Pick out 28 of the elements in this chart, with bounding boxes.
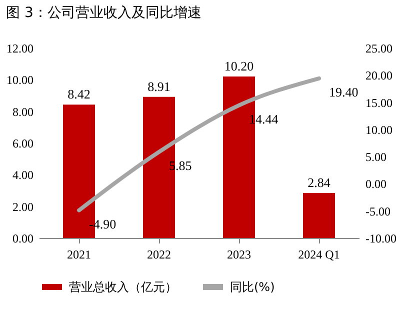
y2-tick-label: -10.00 <box>366 232 396 246</box>
data-label: 19.40 <box>329 84 358 100</box>
y2-tick-label: 25.00 <box>366 42 392 56</box>
data-label: 2.84 <box>308 175 331 190</box>
y2-tick-label: 20.00 <box>366 68 392 83</box>
y2-tick-label: -5.00 <box>366 204 390 218</box>
data-label: 8.42 <box>68 86 90 102</box>
y2-tick-label: 0.00 <box>366 177 386 192</box>
y2-tick-label: 5.00 <box>366 150 386 164</box>
data-label: 10.20 <box>224 58 254 74</box>
chart-title: 图 3：公司营业收入及同比增速 <box>6 5 202 21</box>
x-tick-label: 2021 <box>67 248 91 262</box>
y-tick-label: 12.00 <box>6 42 34 56</box>
y-tick-label: 6.00 <box>12 136 34 150</box>
y-tick-label: 8.00 <box>12 104 34 119</box>
legend-label: 同比(%) <box>230 280 275 294</box>
y2-tick-label: 10.00 <box>366 122 392 137</box>
data-label: 8.91 <box>148 78 170 94</box>
x-tick-label: 2023 <box>227 248 251 262</box>
x-tick-label: 2024 Q1 <box>298 248 340 262</box>
bar <box>303 193 335 238</box>
x-tick-label: 2022 <box>147 248 171 262</box>
y2-tick-label: 15.00 <box>366 96 392 110</box>
legend-label: 营业总收入（亿元） <box>69 280 177 294</box>
y-tick-label: 4.00 <box>12 168 34 182</box>
y-tick-label: 0.00 <box>12 232 34 246</box>
y-tick-label: 2.00 <box>12 200 34 214</box>
y-tick-label: 10.00 <box>6 73 34 88</box>
